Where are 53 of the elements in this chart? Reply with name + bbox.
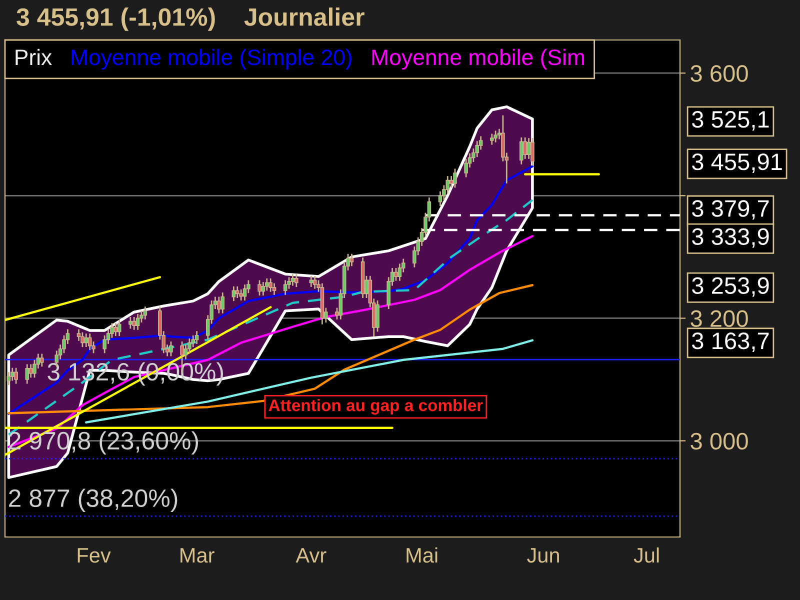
chart-title: 3 455,91 (-1,01%) Journalier	[16, 8, 364, 31]
candlestick	[376, 300, 380, 332]
candlestick	[523, 136, 527, 160]
y2-tick-label: 3 253,9	[692, 277, 769, 297]
candlestick	[490, 133, 494, 146]
candlestick	[526, 137, 531, 160]
annotation: Attention au gap a combler	[268, 398, 483, 415]
x-tick-label: Avr	[296, 548, 326, 563]
y2-tick-label: 3 525,1	[692, 111, 769, 131]
candlestick	[84, 332, 88, 348]
x-tick-label: Mai	[406, 547, 438, 563]
candlestick	[290, 273, 295, 286]
candlestick	[350, 253, 354, 267]
candlestick	[453, 168, 457, 188]
y2-tick-label: 3 333,9	[692, 228, 769, 248]
candlestick	[475, 140, 480, 158]
x-tick-label: Jun	[527, 548, 559, 563]
ref-line-label: 2 877 (38,20%)	[9, 488, 178, 512]
text: Prix	[16, 48, 52, 65]
x-tick-label: Mar	[180, 548, 214, 563]
candlestick	[394, 267, 398, 282]
candlestick	[294, 273, 298, 288]
candlestick	[169, 340, 173, 357]
candlestick	[117, 319, 122, 337]
candlestick	[6, 371, 11, 386]
candlestick	[494, 130, 498, 144]
candlestick	[10, 367, 14, 382]
y2-tick-label: 3 379,7	[692, 200, 769, 220]
y-tick-label: 3 600	[690, 65, 748, 82]
candlestick	[312, 275, 317, 290]
candlestick	[128, 316, 132, 330]
candlestick	[136, 313, 140, 331]
candlestick	[143, 306, 148, 320]
y-tick-label: 3 200	[690, 310, 748, 328]
text: Moyenne mobile (Sim	[372, 48, 584, 70]
candlestick	[132, 316, 136, 331]
candlestick	[114, 322, 118, 337]
candlestick	[14, 367, 18, 384]
candlestick	[28, 363, 33, 378]
y-tick-label: 3 000	[690, 432, 748, 450]
candlestick	[80, 332, 84, 348]
x-tick-label: Fev	[78, 548, 111, 563]
candlestick	[449, 175, 454, 188]
candlestick	[520, 136, 524, 166]
x-tick-label: Jul	[634, 547, 659, 563]
y2-tick-label: 3 455,91	[692, 153, 782, 173]
text: Moyenne mobile (Simple 20)	[72, 48, 352, 70]
candlestick	[25, 363, 30, 384]
candlestick	[398, 262, 402, 282]
candlestick	[88, 332, 92, 351]
candlestick	[40, 353, 44, 368]
candlestick	[530, 137, 534, 166]
y2-tick-label: 3 163,7	[692, 332, 769, 352]
